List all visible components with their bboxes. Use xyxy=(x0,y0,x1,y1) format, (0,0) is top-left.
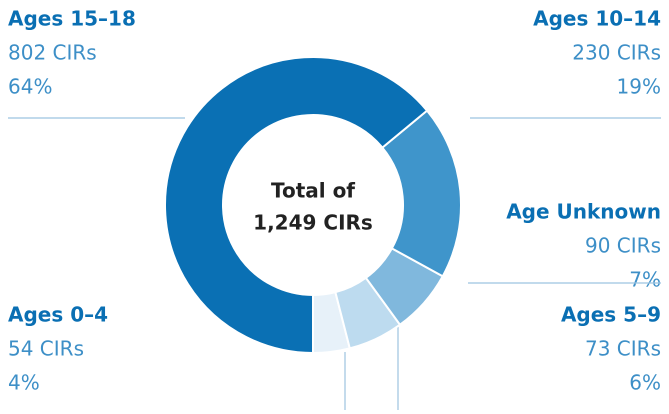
category-label: Age Unknown xyxy=(506,200,661,224)
donut-segment xyxy=(364,247,445,327)
category-label: Ages 0–4 xyxy=(8,303,108,327)
count-label: 230 CIRs xyxy=(572,41,661,65)
center-label: Total of xyxy=(271,179,355,203)
labels: Ages 15–18 802 CIRs 64% Ages 10–14 230 CIRs 1… xyxy=(8,7,661,410)
donut-segment xyxy=(164,56,429,355)
center-label: 1,249 CIRs xyxy=(253,211,373,235)
count-label: 802 CIRs xyxy=(8,41,97,65)
category-label: Ages 5–9 xyxy=(561,303,661,327)
count-label: 73 CIRs xyxy=(585,337,661,361)
count-label: 54 CIRs xyxy=(8,337,84,361)
category-label: Ages 15–18 xyxy=(8,7,136,31)
donut-segment xyxy=(334,276,402,350)
value-label: 7% xyxy=(629,268,661,292)
value-label: 4% xyxy=(8,371,40,395)
value-label: 19% xyxy=(617,75,661,99)
count-label: 90 CIRs xyxy=(585,234,661,258)
category-label: Ages 10–14 xyxy=(533,7,661,31)
value-label: 6% xyxy=(629,371,661,395)
donut-segment xyxy=(380,109,462,278)
value-label: 64% xyxy=(8,75,52,99)
